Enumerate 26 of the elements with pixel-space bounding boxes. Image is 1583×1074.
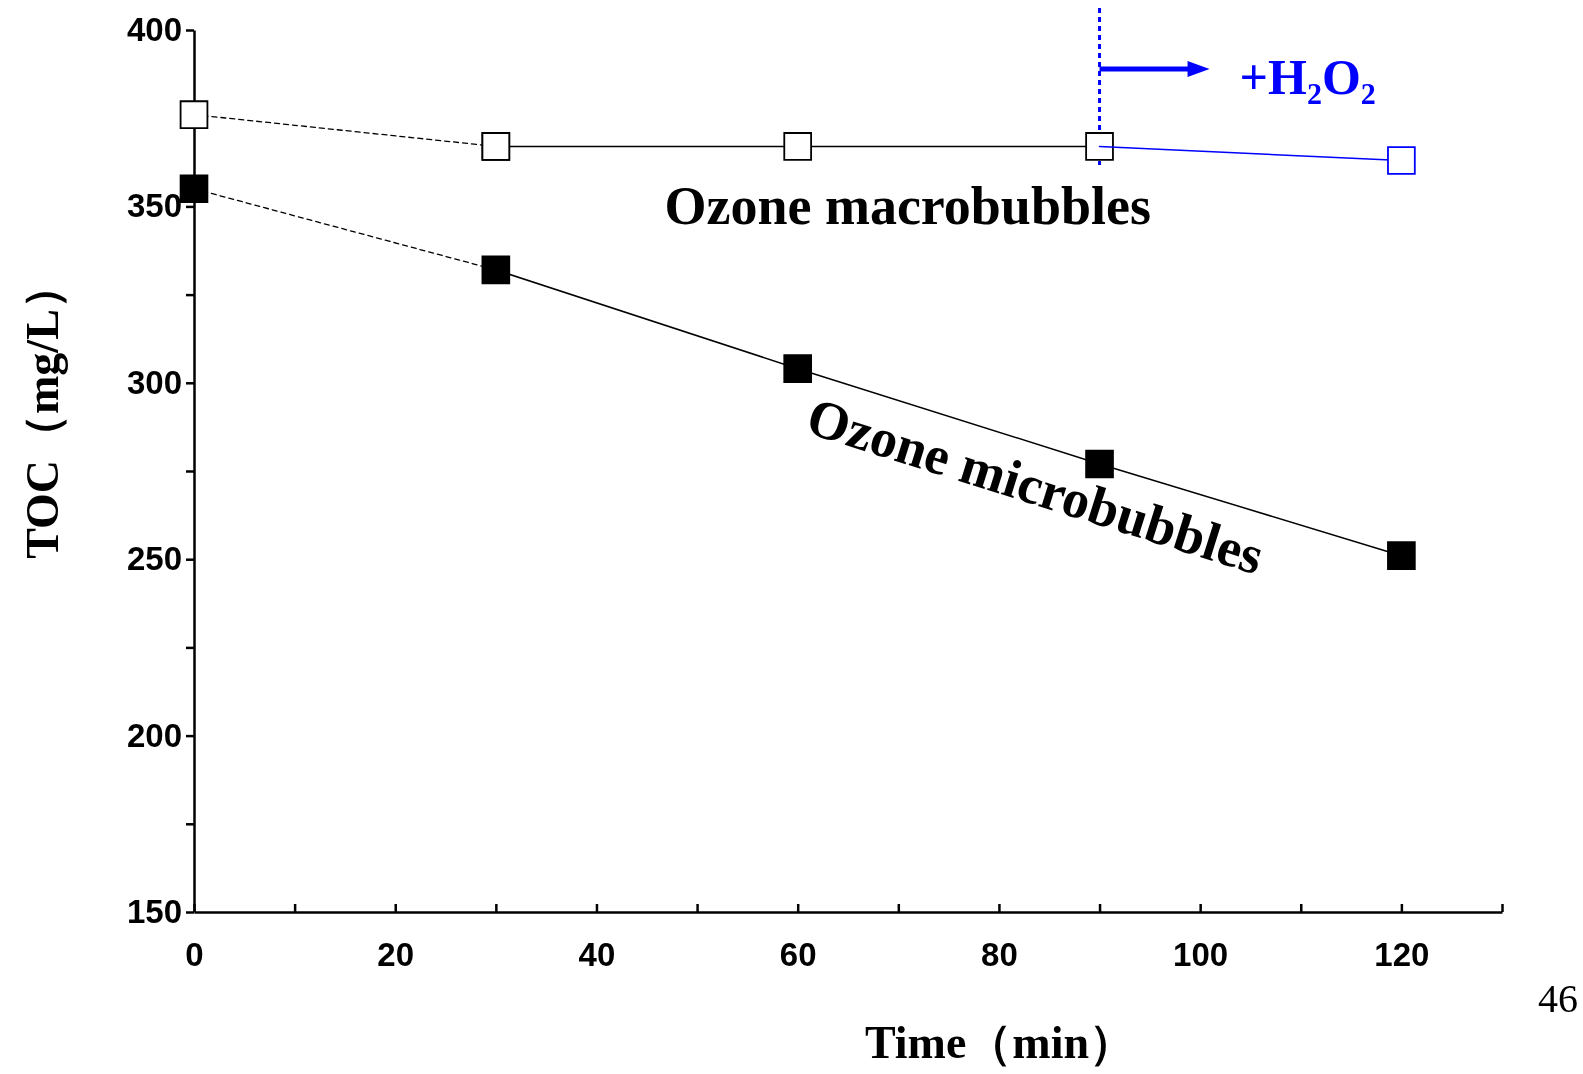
x-tick-label: 100 <box>1173 935 1229 973</box>
point <box>179 174 209 204</box>
y-tick-label: 400 <box>126 11 182 49</box>
x-tick-label: 60 <box>779 935 817 973</box>
point <box>179 100 209 129</box>
x-tick-label: 0 <box>185 935 204 973</box>
ref-line-label: +H₂O₂ <box>1239 49 1376 105</box>
y-tick-label: 200 <box>126 716 182 754</box>
point <box>783 354 813 383</box>
x-tick-label: 120 <box>1374 935 1430 973</box>
point <box>481 255 511 285</box>
text: 46 <box>1538 976 1578 1021</box>
x-axis-title: Time（min） <box>864 1017 1136 1068</box>
point <box>783 132 813 161</box>
y-axis-title: TOC（mg/L） <box>17 263 68 559</box>
y-tick-label: 250 <box>126 540 182 578</box>
series-label: Ozone macrobubbles <box>664 176 1151 237</box>
point <box>1387 146 1416 175</box>
x-tick-label: 20 <box>377 935 415 973</box>
y-tick-label: 150 <box>126 893 182 931</box>
point <box>1085 132 1114 161</box>
x-tick-label: 80 <box>981 935 1018 973</box>
point <box>1387 541 1416 570</box>
y-tick-label: 350 <box>126 187 182 225</box>
y-tick-label: 300 <box>126 363 182 401</box>
x-tick-label: 40 <box>578 935 616 973</box>
